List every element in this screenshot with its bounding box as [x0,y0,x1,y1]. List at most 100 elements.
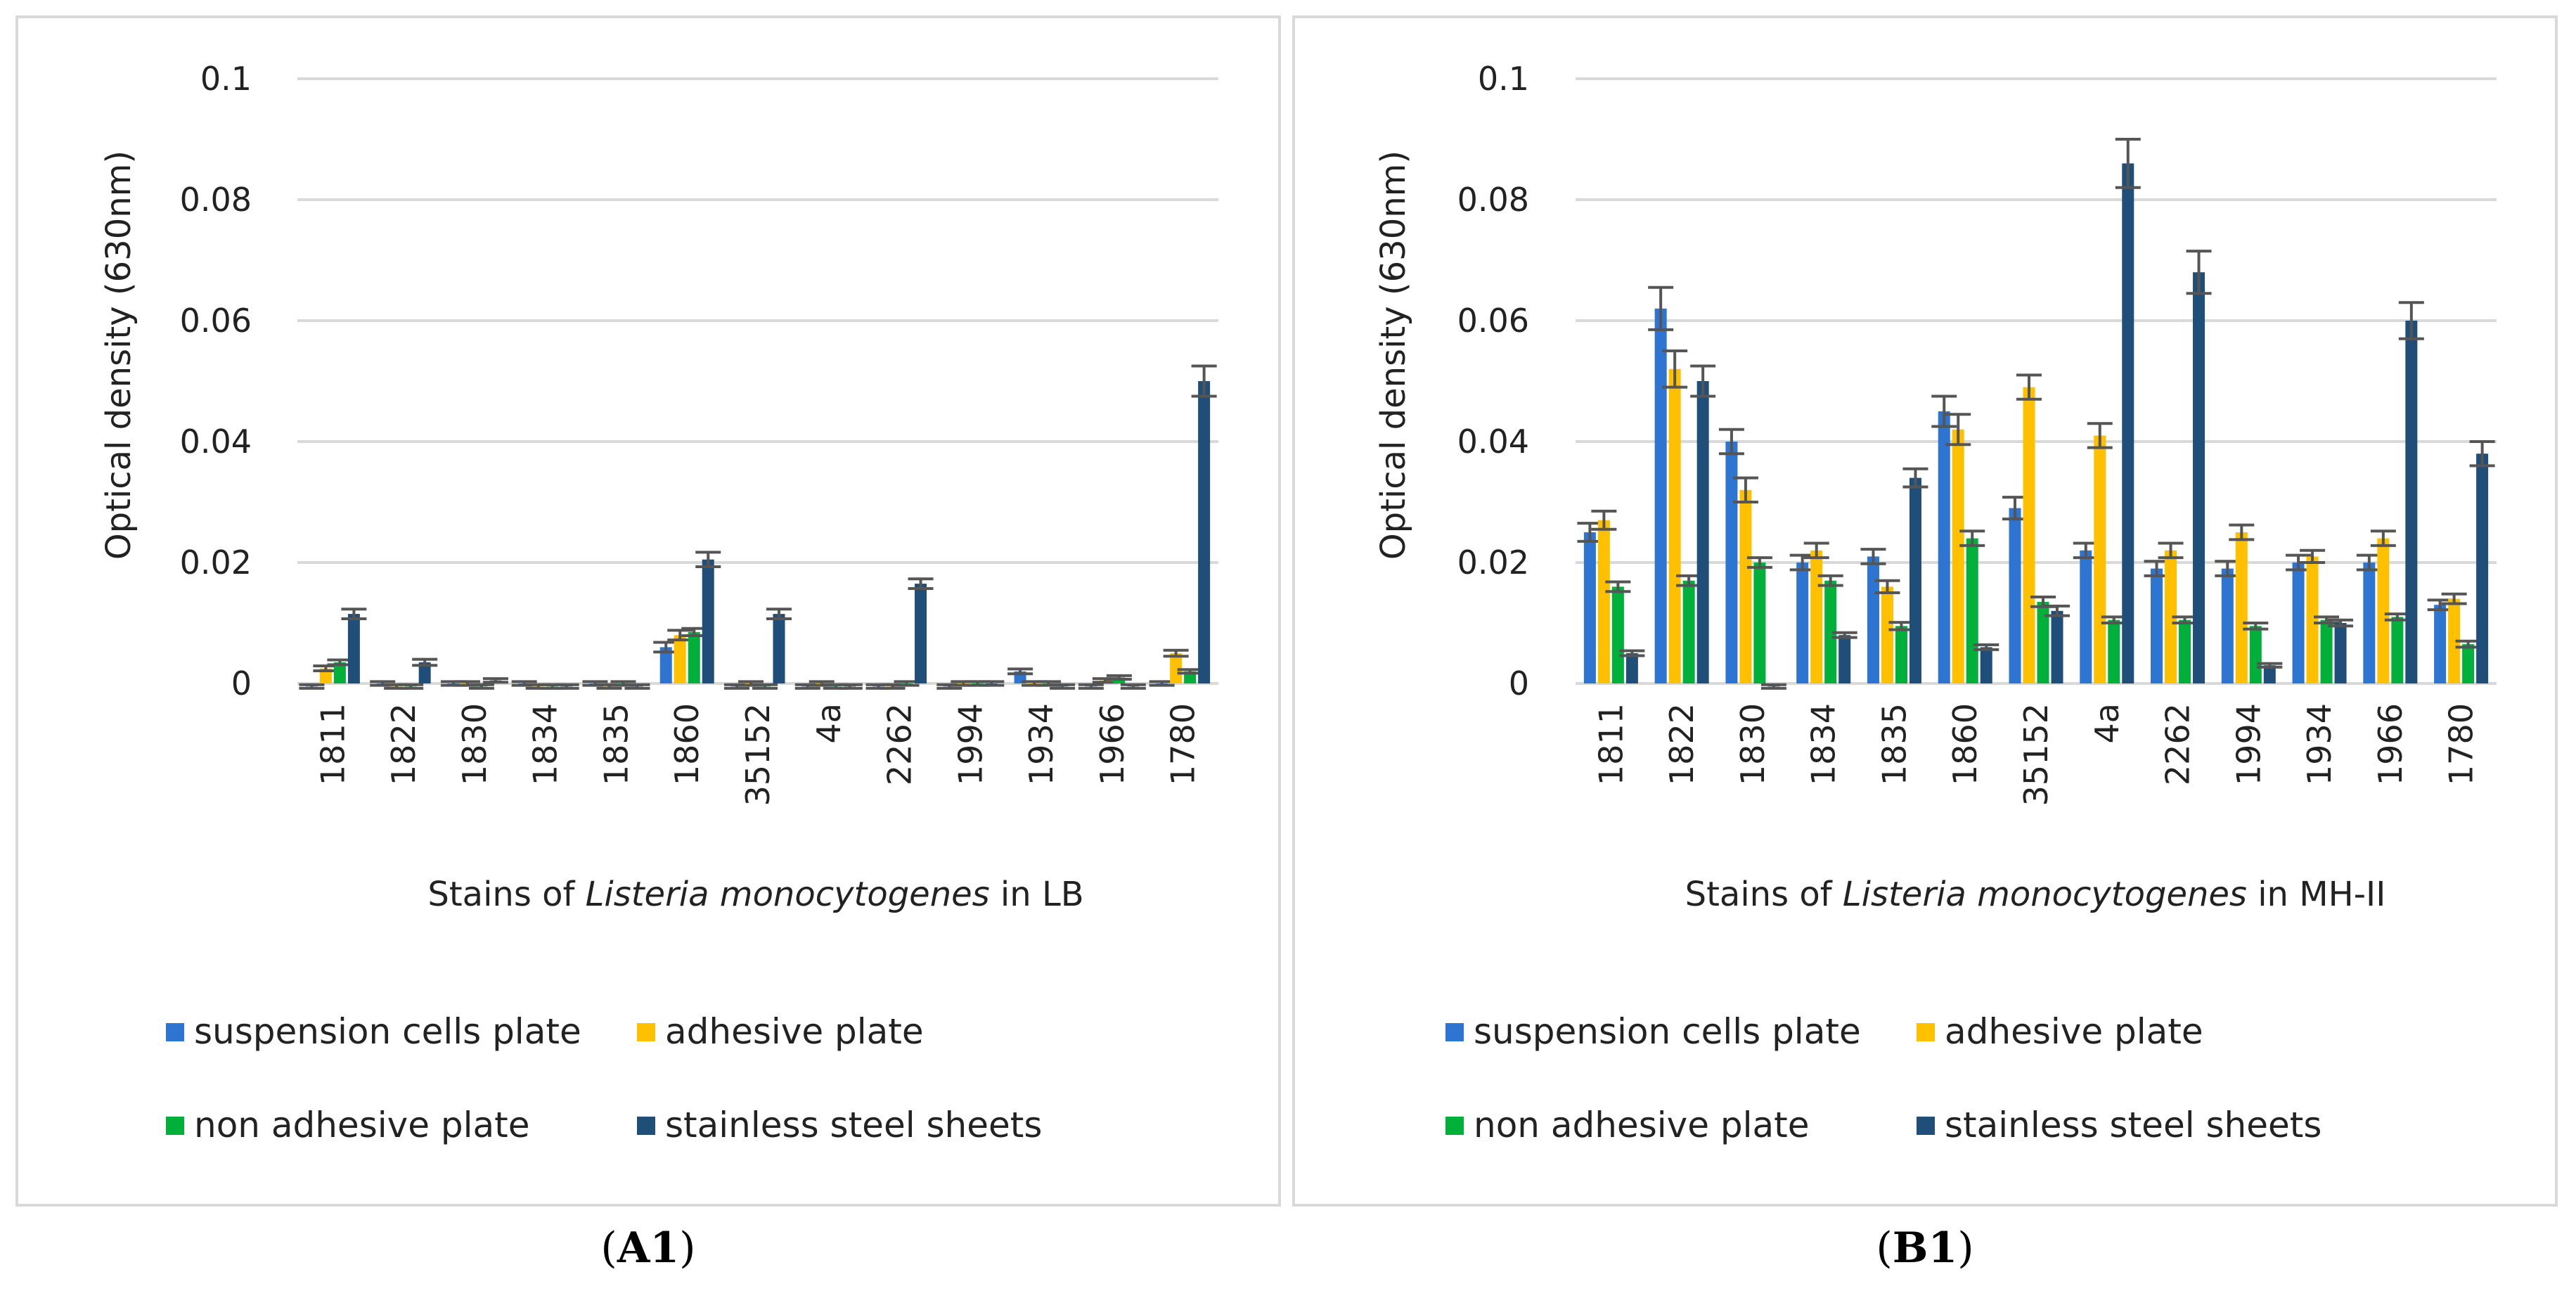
bar-adhesive-plate-1780 [1170,653,1183,683]
x-tick-label: 1830 [456,703,494,785]
bar-suspension-cells-plate-35152 [2009,508,2021,683]
caption-a1: (A1) [600,1223,695,1273]
bar-suspension-cells-plate-1834 [1796,563,1809,683]
x-tick-label: 1966 [2371,703,2409,785]
bar-suspension-cells-plate-1811 [1583,532,1596,683]
bar-adhesive-plate-1811 [1597,520,1610,683]
bar-stainless-steel-sheets-1822 [418,662,431,683]
bar-adhesive-plate-1835 [1881,586,1893,683]
x-tick-label: 35152 [2017,703,2055,806]
x-tick-label: 1934 [2300,703,2338,785]
error-bar [398,683,424,690]
x-tick-label: 4a [810,703,848,743]
error-bar [1831,631,1857,639]
error-bar [2044,604,2070,617]
bar-stainless-steel-sheets-1835 [1909,477,1921,683]
y-tick-label: 0.1 [200,60,252,98]
bar-suspension-cells-plate-1822 [1654,308,1667,683]
error-bar [1817,574,1843,587]
bar-stainless-steel-sheets-1780 [1198,381,1211,683]
y-axis-title-a1: Optical density (630nm) [99,150,139,560]
bar-stainless-steel-sheets-1860 [702,559,714,683]
x-tick-label: 1822 [385,703,423,785]
bar-non-adhesive-plate-1966 [2391,617,2404,683]
x-tick-label: 1994 [951,703,989,785]
bar-suspension-cells-plate-1934 [2292,563,2305,683]
bar-suspension-cells-plate-4a [2080,550,2092,683]
chart-panel-a1: 0 0.02 0.04 0.06 0.08 0.1 Optical density (63… [15,15,1281,1207]
error-bar [2370,529,2396,547]
x-tick-label: 1835 [597,703,635,785]
y-axis-title-b1: Optical density (630nm) [1374,150,1413,560]
y-tick-label: 0.04 [180,423,252,461]
bar-stainless-steel-sheets-35152 [773,614,785,683]
bar-adhesive-plate-4a [2094,435,2106,683]
bar-suspension-cells-plate-1966 [2363,563,2376,683]
error-bar [1120,683,1146,690]
error-bar [1191,364,1217,398]
legend-label: non adhesive plate [1474,1105,1810,1145]
y-tick-label: 0.02 [180,544,252,582]
legend-label: adhesive plate [1945,1011,2203,1052]
panel-b1-frame [1292,15,2558,1207]
x-tick-label: 1830 [1734,703,1772,785]
bar-adhesive-plate-1830 [1739,489,1752,683]
error-bar [2469,440,2495,468]
error-bar [1690,364,1716,398]
y-tick-label: 0.04 [1457,423,1529,461]
legend-swatch [1917,1023,1935,1041]
bar-suspension-cells-plate-1835 [1867,556,1879,683]
error-bar [1718,428,1744,456]
bar-adhesive-plate-1834 [1810,550,1823,683]
legend-label: stainless steel sheets [665,1105,1042,1145]
bar-stainless-steel-sheets-2262 [915,584,927,683]
x-tick-label: 1834 [527,703,565,785]
legend-swatch [1917,1117,1935,1135]
y-tick-label: 0.08 [1457,181,1529,219]
x-tick-label: 4a [2088,703,2126,743]
bar-stainless-steel-sheets-2262 [2193,272,2205,683]
chart-panel-b1: 0 0.02 0.04 0.06 0.08 0.1 Optical density (63… [1292,15,2558,1207]
error-bar [468,683,494,690]
error-bar [1874,579,1900,594]
y-tick-label: 0.06 [1457,302,1529,340]
error-bar [766,608,792,620]
error-bar [695,551,721,569]
bar-stainless-steel-sheets-1934 [2334,623,2347,683]
error-bar [1619,649,1645,657]
legend-item: suspension cells plate [1445,1011,1861,1052]
legend-label: stainless steel sheets [1945,1105,2321,1145]
bar-stainless-steel-sheets-35152 [2051,610,2063,683]
x-tick-label: 1966 [1093,703,1131,785]
error-bar [2016,373,2042,401]
error-bar [299,683,325,690]
legend-swatch [1445,1117,1464,1135]
bar-stainless-steel-sheets-4a [2122,163,2134,683]
legend-item: stainless steel sheets [637,1105,1042,1145]
legend-item: stainless steel sheets [1917,1105,2321,1145]
legend-item: non adhesive plate [1445,1105,1810,1145]
error-bar [2158,541,2184,560]
bar-non-adhesive-plate-35152 [2037,601,2049,683]
bar-stainless-steel-sheets-1834 [1838,635,1851,683]
bar-suspension-cells-plate-1860 [1938,411,1950,683]
error-bar [1931,394,1957,428]
error-bar [2186,250,2212,295]
error-bar [2300,548,2326,564]
bar-adhesive-plate-1780 [2448,598,2461,683]
bar-non-adhesive-plate-1811 [1611,586,1624,683]
bar-stainless-steel-sheets-1811 [347,614,360,683]
error-bar [1648,285,1674,331]
error-bar [624,683,650,690]
bar-adhesive-plate-1860 [1952,429,1964,683]
x-tick-label: 2262 [2159,703,2197,785]
error-bar [1007,667,1033,676]
legend-swatch [166,1117,184,1135]
bar-non-adhesive-plate-1994 [2249,626,2262,683]
y-tick-label: 0.06 [180,302,252,340]
error-bar [2229,523,2255,541]
bar-stainless-steel-sheets-1860 [1980,647,1992,683]
error-bar [1959,529,1985,547]
y-tick-label: 0.08 [180,181,252,219]
x-tick-label: 1835 [1875,703,1913,785]
